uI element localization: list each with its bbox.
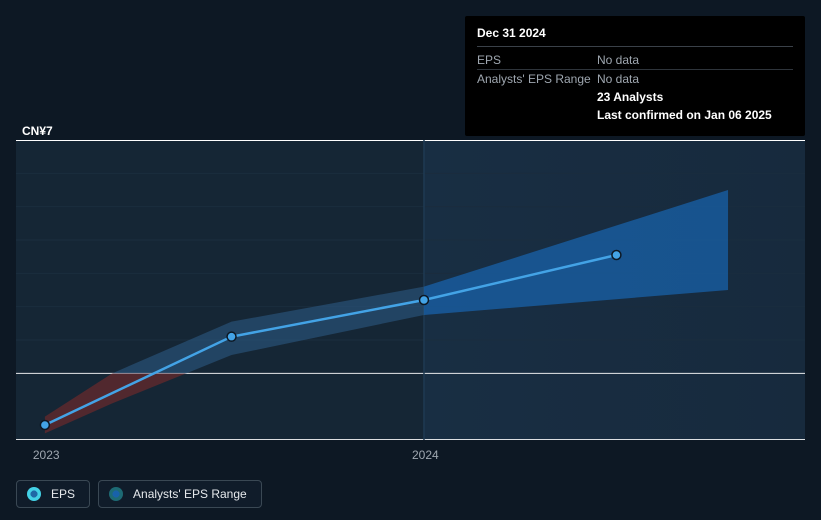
eps-chart-container: Dec 31 2024 EPS No data Analysts' EPS Ra… (0, 0, 821, 520)
chart-svg (16, 140, 805, 440)
tooltip-row: Last confirmed on Jan 06 2025 (477, 106, 793, 124)
legend-item-range[interactable]: Analysts' EPS Range (98, 480, 262, 508)
tooltip-row: EPS No data (477, 51, 793, 70)
legend-label: EPS (51, 487, 75, 501)
tooltip-table: EPS No data Analysts' EPS Range No data … (477, 51, 793, 124)
x-axis-label: 2023 (33, 448, 60, 462)
tooltip-row-value: 23 Analysts (597, 88, 793, 106)
tooltip-row-value: No data (597, 70, 793, 89)
tooltip-row: Analysts' EPS Range No data (477, 70, 793, 89)
tooltip-row: 23 Analysts (477, 88, 793, 106)
tooltip-row-value: No data (597, 51, 793, 70)
tooltip-row-label (477, 106, 597, 124)
legend-swatch-icon (27, 487, 41, 501)
y-axis-label: CN¥7 (22, 124, 53, 138)
legend: EPS Analysts' EPS Range (16, 480, 262, 508)
tooltip-date: Dec 31 2024 (477, 26, 793, 47)
tooltip-row-value: Last confirmed on Jan 06 2025 (597, 106, 793, 124)
legend-item-eps[interactable]: EPS (16, 480, 90, 508)
tooltip-row-label (477, 88, 597, 106)
x-axis-label: 2024 (412, 448, 439, 462)
legend-label: Analysts' EPS Range (133, 487, 247, 501)
tooltip-row-label: EPS (477, 51, 597, 70)
chart-tooltip: Dec 31 2024 EPS No data Analysts' EPS Ra… (465, 16, 805, 136)
legend-swatch-icon (109, 487, 123, 501)
tooltip-row-label: Analysts' EPS Range (477, 70, 597, 89)
